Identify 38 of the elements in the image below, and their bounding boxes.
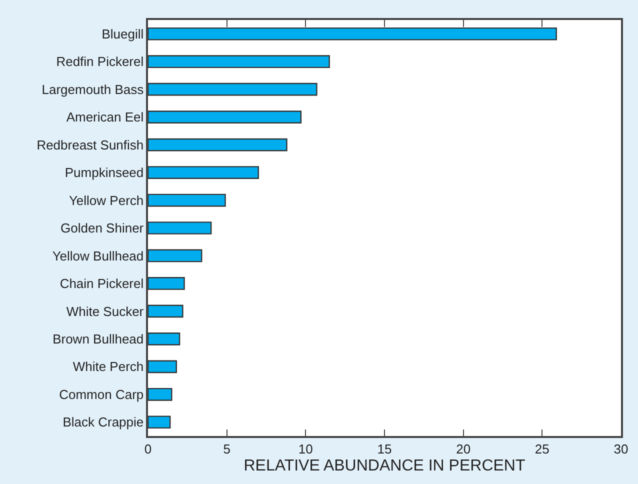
x-tick-label: 0 bbox=[144, 441, 152, 456]
bar bbox=[148, 360, 177, 374]
y-tick-label: Brown Bullhead bbox=[52, 331, 144, 346]
y-tick-label: Redfin Pickerel bbox=[56, 54, 144, 70]
bar bbox=[148, 222, 212, 234]
y-tick-label: Redbreast Sunfish bbox=[36, 137, 144, 152]
bar bbox=[148, 55, 330, 68]
y-tick-label: Pumpkinseed bbox=[64, 165, 144, 180]
y-tick-label: Chain Pickerel bbox=[60, 276, 144, 292]
bar bbox=[148, 416, 171, 429]
y-tick-label: Common Carp bbox=[59, 386, 144, 402]
bar bbox=[148, 110, 302, 124]
y-tick-label: American Eel bbox=[66, 110, 144, 125]
bar bbox=[148, 27, 557, 40]
bar bbox=[148, 332, 180, 346]
y-tick-label: White Perch bbox=[72, 359, 144, 374]
y-tick-label: Yellow Perch bbox=[68, 192, 144, 208]
y-tick-label: Largemouth Bass bbox=[42, 82, 144, 97]
y-tick-label: White Sucker bbox=[66, 304, 144, 319]
y-tick-label: Black Crappie bbox=[62, 414, 144, 430]
x-tick-label: 20 bbox=[456, 441, 471, 456]
y-tick-label: Yellow Bullhead bbox=[52, 248, 144, 264]
bar bbox=[148, 138, 288, 152]
y-tick-label: Golden Shiner bbox=[60, 220, 144, 236]
bar bbox=[148, 277, 185, 290]
bar bbox=[148, 166, 259, 179]
bar bbox=[148, 249, 202, 262]
x-tick-label: 25 bbox=[534, 441, 550, 456]
x-tick-label: 5 bbox=[223, 441, 230, 456]
bar bbox=[148, 194, 226, 207]
y-tick-label: Bluegill bbox=[102, 26, 144, 42]
x-axis-title: RELATIVE ABUNDANCE IN PERCENT bbox=[244, 458, 526, 475]
bar bbox=[148, 82, 318, 96]
bar bbox=[148, 388, 172, 401]
x-tick-label: 30 bbox=[614, 441, 628, 456]
bar bbox=[148, 304, 184, 318]
x-tick-label: 15 bbox=[377, 441, 392, 456]
x-tick-label: 10 bbox=[298, 441, 313, 456]
